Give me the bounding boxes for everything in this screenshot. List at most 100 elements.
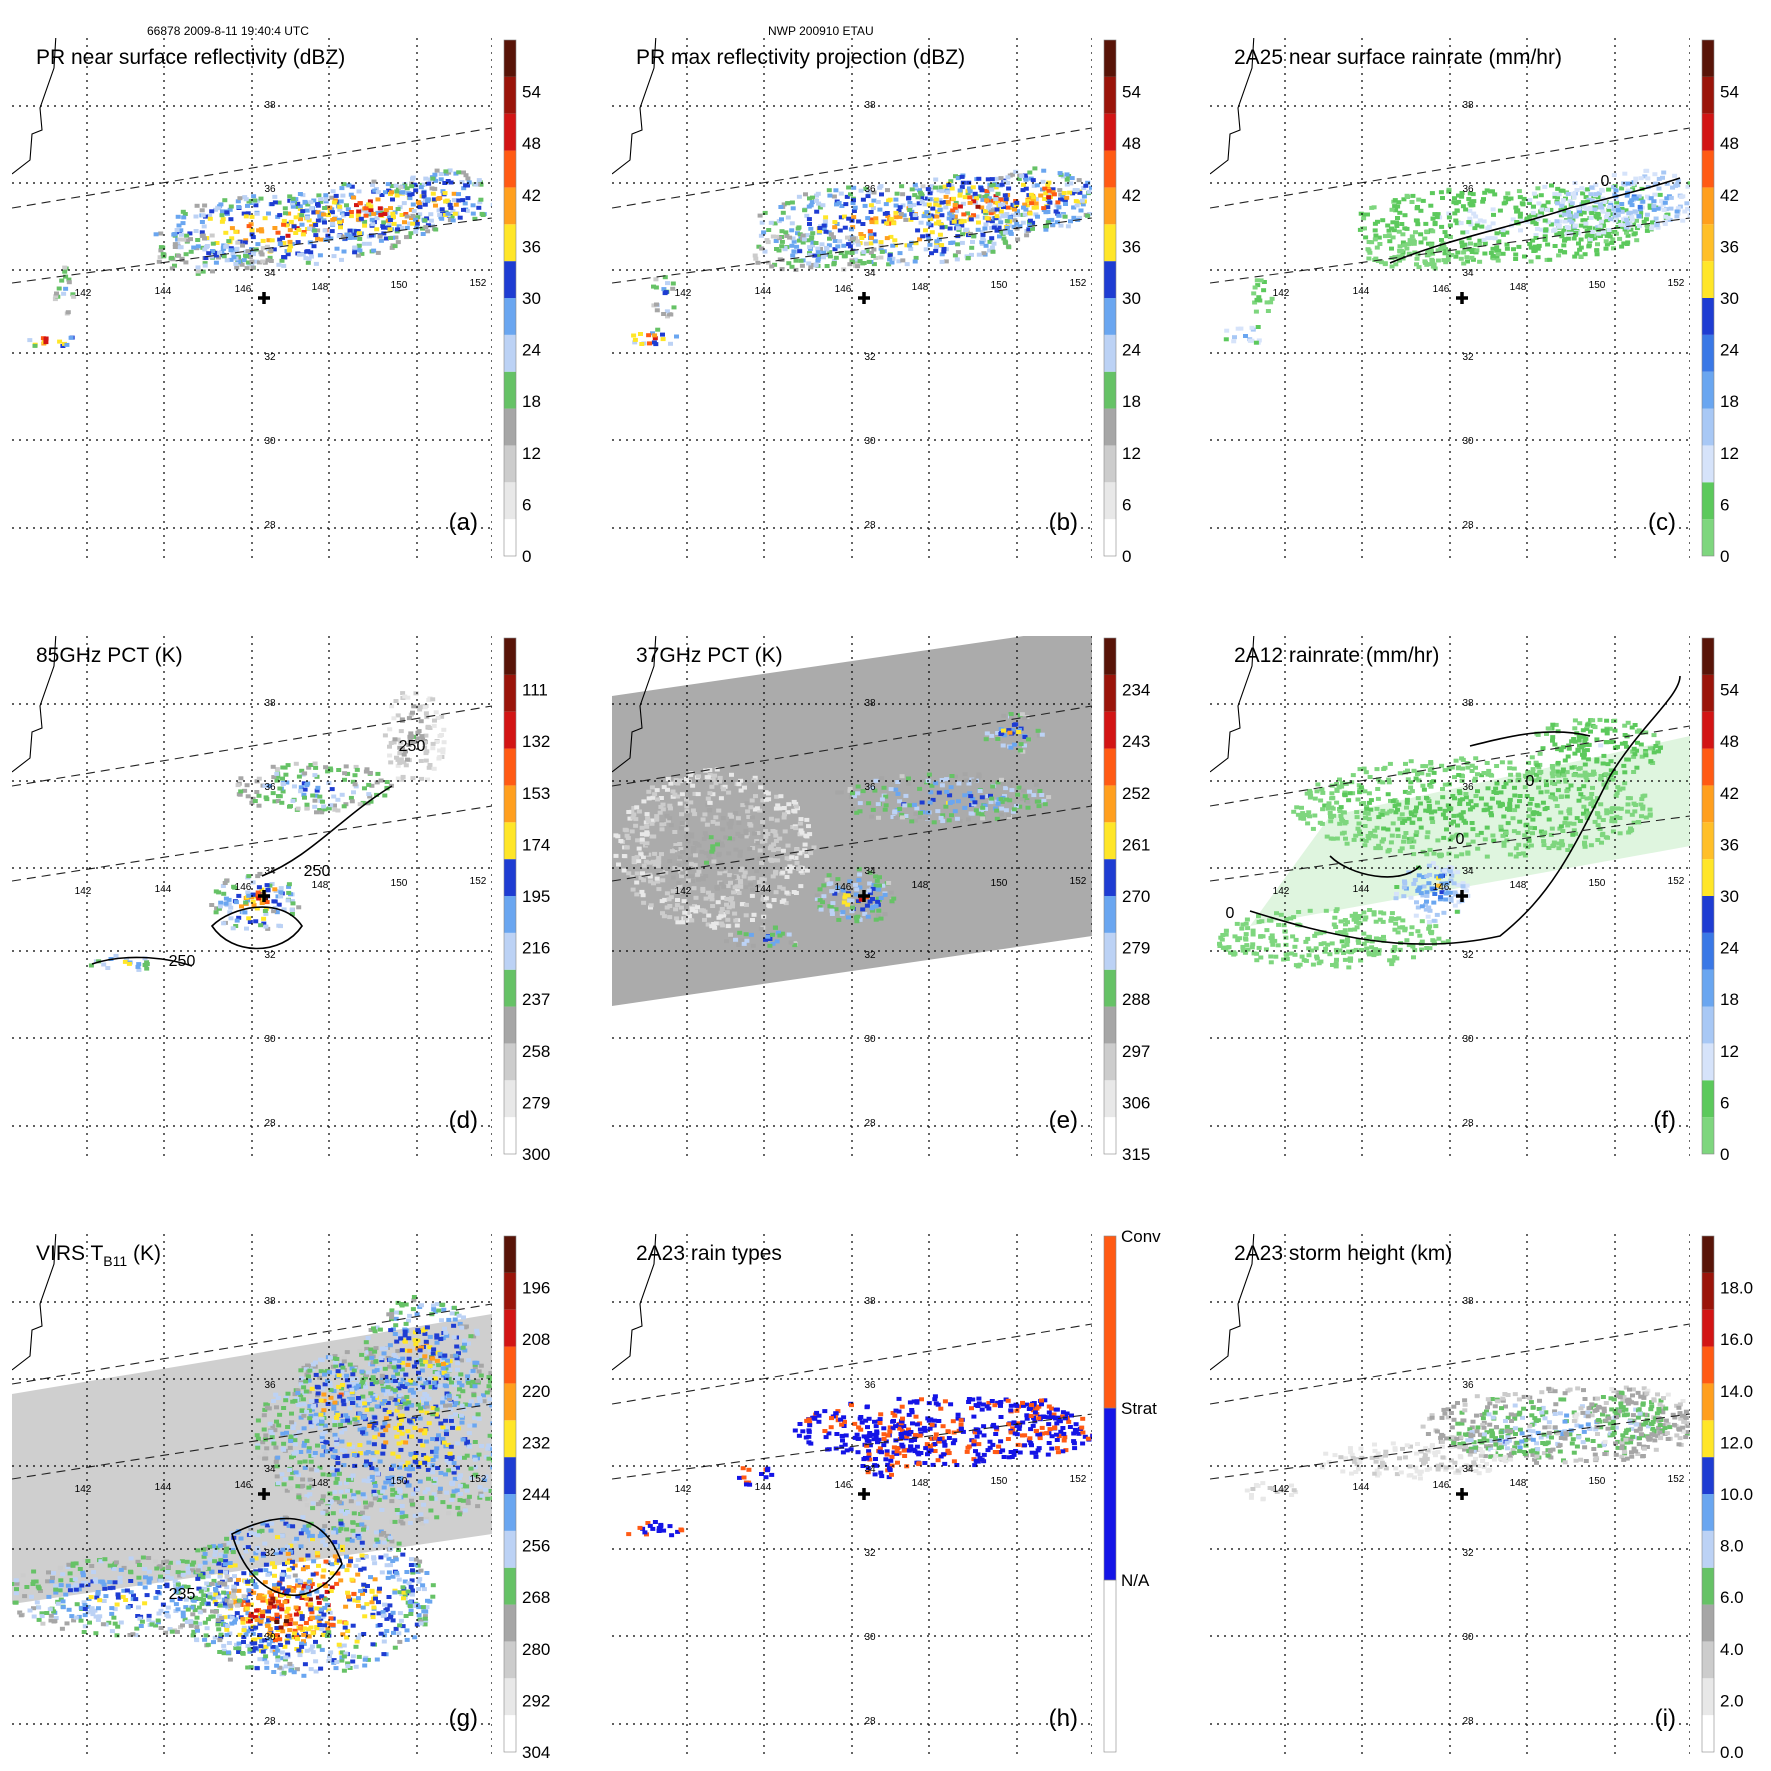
data-pixel	[994, 176, 1000, 181]
data-pixel	[1408, 785, 1414, 790]
data-pixel	[418, 719, 424, 724]
data-pixel	[1576, 766, 1582, 771]
data-pixel	[459, 180, 465, 185]
data-pixel	[631, 333, 637, 338]
data-pixel	[655, 327, 661, 332]
data-pixel	[734, 884, 740, 889]
data-pixel	[1046, 795, 1052, 800]
data-pixel	[917, 786, 923, 791]
data-pixel	[340, 235, 346, 240]
plot-area	[12, 38, 492, 558]
data-pixel	[1368, 807, 1374, 812]
colorbar-tick-label: 288	[1122, 990, 1150, 1009]
data-pixel	[797, 821, 803, 826]
data-pixel	[883, 202, 889, 207]
data-pixel	[387, 218, 393, 222]
data-pixel	[714, 886, 720, 891]
data-pixel	[1418, 208, 1424, 213]
data-pixel	[1595, 212, 1601, 217]
data-pixel	[1562, 237, 1568, 242]
data-pixel	[971, 199, 977, 204]
data-pixel	[259, 252, 265, 257]
data-pixel	[884, 211, 890, 215]
data-pixel	[887, 257, 893, 262]
data-pixel	[1376, 843, 1382, 848]
data-pixel	[423, 176, 429, 181]
data-pixel	[1599, 187, 1605, 192]
data-pixel	[1330, 795, 1336, 800]
data-pixel	[344, 212, 350, 216]
data-pixel	[763, 790, 769, 795]
data-pixel	[1467, 208, 1473, 213]
data-pixel	[271, 909, 277, 914]
data-pixel	[648, 903, 654, 908]
data-pixel	[1517, 195, 1523, 200]
data-pixel	[883, 794, 889, 799]
data-pixel	[653, 285, 659, 290]
latitude-label: 28	[864, 1118, 876, 1129]
data-pixel	[960, 201, 966, 206]
data-pixel	[936, 237, 942, 242]
data-pixel	[1503, 831, 1509, 835]
data-pixel	[408, 731, 414, 736]
data-pixel	[200, 233, 206, 238]
colorbar-segment	[1702, 113, 1714, 151]
data-pixel	[203, 245, 209, 250]
data-pixel	[1517, 794, 1523, 798]
data-pixel	[692, 791, 698, 796]
data-pixel	[817, 205, 823, 210]
data-pixel	[1625, 181, 1631, 186]
data-pixel	[759, 220, 765, 225]
data-pixel	[402, 220, 407, 225]
data-pixel	[980, 229, 986, 234]
data-pixel	[430, 191, 436, 196]
data-pixel	[755, 841, 761, 845]
data-pixel	[226, 239, 232, 244]
data-pixel	[1009, 728, 1015, 733]
data-pixel	[875, 899, 881, 904]
data-pixel	[808, 265, 814, 270]
data-pixel	[1631, 222, 1637, 227]
data-pixel	[1550, 735, 1556, 740]
data-pixel	[157, 255, 163, 260]
data-pixel	[712, 773, 718, 778]
data-pixel	[993, 806, 999, 811]
data-pixel	[1253, 309, 1259, 314]
data-pixel	[636, 846, 642, 851]
data-pixel	[1590, 785, 1595, 790]
data-pixel	[1359, 801, 1364, 806]
data-pixel	[990, 249, 996, 254]
data-pixel	[1407, 238, 1413, 243]
data-pixel	[261, 921, 267, 926]
data-pixel	[441, 740, 447, 745]
data-pixel	[370, 222, 376, 227]
data-pixel	[1469, 769, 1475, 773]
data-pixel	[712, 925, 718, 930]
data-pixel	[1362, 811, 1368, 815]
data-pixel	[848, 227, 854, 232]
data-pixel	[953, 174, 958, 179]
data-pixel	[1432, 222, 1438, 227]
data-pixel	[183, 252, 189, 257]
data-pixel	[1078, 208, 1084, 213]
data-pixel	[1582, 252, 1588, 257]
data-pixel	[347, 236, 353, 240]
data-pixel	[692, 812, 698, 817]
data-pixel	[810, 231, 816, 236]
data-pixel	[297, 252, 302, 257]
data-pixel	[969, 252, 974, 257]
data-pixel	[1647, 203, 1653, 208]
data-pixel	[1645, 176, 1651, 181]
data-pixel	[216, 906, 222, 911]
data-pixel	[926, 202, 932, 207]
data-pixel	[989, 245, 995, 250]
data-pixel	[1585, 187, 1591, 192]
data-pixel	[814, 209, 820, 214]
data-pixel	[428, 218, 434, 223]
data-pixel	[995, 801, 1001, 806]
data-pixel	[1409, 200, 1415, 204]
data-pixel	[1085, 213, 1091, 218]
data-pixel	[935, 809, 941, 814]
data-pixel	[957, 193, 963, 198]
